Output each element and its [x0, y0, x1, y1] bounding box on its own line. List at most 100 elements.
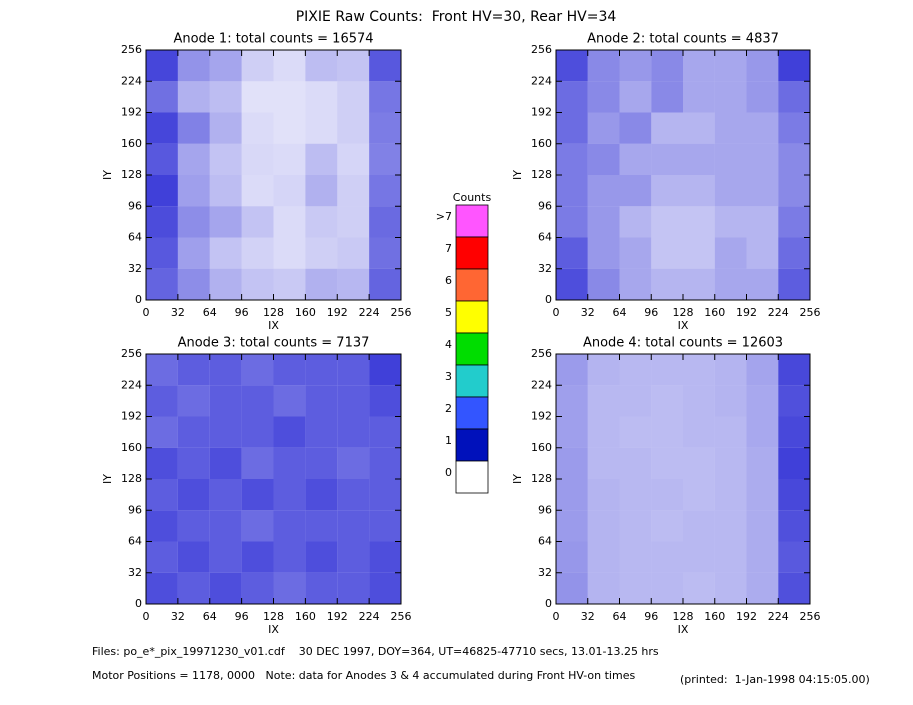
density-cell: [683, 237, 715, 269]
density-cell: [273, 385, 306, 417]
density-cell: [369, 541, 401, 573]
density-cell: [177, 447, 210, 479]
y-tick-label: 224: [531, 74, 552, 87]
density-cell: [337, 237, 370, 269]
density-cell: [587, 206, 620, 238]
density-cell: [651, 268, 683, 300]
density-cell: [587, 447, 620, 479]
density-cell: [241, 385, 274, 417]
y-tick-label: 160: [121, 137, 142, 150]
density-cell: [273, 510, 306, 542]
density-cell: [177, 237, 210, 269]
density-cell: [587, 50, 620, 82]
density-cell: [273, 416, 306, 448]
density-cell: [305, 175, 338, 207]
x-tick-label: 128: [673, 610, 694, 623]
density-cell: [241, 510, 274, 542]
density-cell: [273, 81, 306, 113]
y-tick-label: 192: [531, 410, 552, 423]
x-tick-label: 224: [359, 306, 380, 319]
density-cell: [714, 268, 747, 300]
density-cell: [683, 50, 715, 82]
footer-printed: (printed: 1-Jan-1998 04:15:05.00): [680, 673, 870, 686]
x-tick-label: 96: [235, 610, 249, 623]
density-cell: [746, 175, 779, 207]
density-cell: [556, 143, 588, 175]
colorbar-label: 2: [445, 402, 452, 415]
density-cell: [651, 237, 683, 269]
x-tick-label: 96: [644, 306, 658, 319]
density-cell: [337, 206, 370, 238]
density-cell: [683, 572, 715, 604]
density-cell: [177, 479, 210, 511]
y-axis-label: IY: [511, 474, 524, 484]
density-cell: [714, 416, 747, 448]
y-tick-label: 224: [531, 378, 552, 391]
density-cell: [177, 143, 210, 175]
density-cell: [209, 50, 242, 82]
y-tick-label: 256: [121, 347, 142, 360]
density-cell: [305, 447, 338, 479]
density-cell: [778, 112, 810, 144]
density-cell: [714, 175, 747, 207]
y-tick-label: 32: [538, 262, 552, 275]
density-cell: [369, 237, 401, 269]
density-cell: [556, 416, 588, 448]
density-cell: [619, 206, 652, 238]
density-cell: [241, 354, 274, 386]
colorbar-title: Counts: [453, 191, 492, 204]
density-cell: [619, 112, 652, 144]
y-tick-label: 96: [538, 199, 552, 212]
colorbar-swatch: [455, 236, 489, 270]
x-axis-label: IX: [268, 319, 279, 332]
density-cell: [241, 237, 274, 269]
density-cell: [651, 50, 683, 82]
density-cell: [209, 237, 242, 269]
x-tick-label: 32: [581, 610, 595, 623]
density-cell: [241, 143, 274, 175]
density-cell: [651, 479, 683, 511]
density-cell: [778, 510, 810, 542]
density-cell: [683, 81, 715, 113]
y-tick-label: 128: [531, 472, 552, 485]
y-tick-label: 32: [538, 566, 552, 579]
density-cell: [651, 416, 683, 448]
density-cell: [587, 541, 620, 573]
density-cell: [587, 385, 620, 417]
density-cell: [651, 81, 683, 113]
x-tick-label: 256: [391, 306, 412, 319]
colorbar-label: 3: [445, 370, 452, 383]
x-tick-label: 64: [203, 610, 217, 623]
density-cell: [556, 175, 588, 207]
density-cell: [209, 479, 242, 511]
y-tick-label: 128: [121, 472, 142, 485]
density-cell: [778, 479, 810, 511]
density-cell: [241, 268, 274, 300]
y-axis-label: IY: [101, 474, 114, 484]
density-cell: [683, 143, 715, 175]
density-cell: [714, 112, 747, 144]
density-cell: [177, 541, 210, 573]
density-cell: [556, 541, 588, 573]
density-cell: [146, 175, 178, 207]
density-cell: [209, 572, 242, 604]
density-cell: [683, 541, 715, 573]
density-cell: [177, 385, 210, 417]
density-cell: [305, 479, 338, 511]
density-cell: [651, 206, 683, 238]
density-cell: [683, 416, 715, 448]
density-cell: [778, 143, 810, 175]
density-cell: [714, 510, 747, 542]
density-cell: [177, 510, 210, 542]
density-cell: [337, 479, 370, 511]
y-tick-label: 32: [128, 566, 142, 579]
density-cell: [369, 112, 401, 144]
x-tick-label: 256: [800, 306, 821, 319]
density-cell: [146, 112, 178, 144]
density-cell: [714, 479, 747, 511]
density-cell: [146, 206, 178, 238]
density-cell: [587, 354, 620, 386]
y-tick-label: 96: [538, 503, 552, 516]
density-cell: [305, 572, 338, 604]
